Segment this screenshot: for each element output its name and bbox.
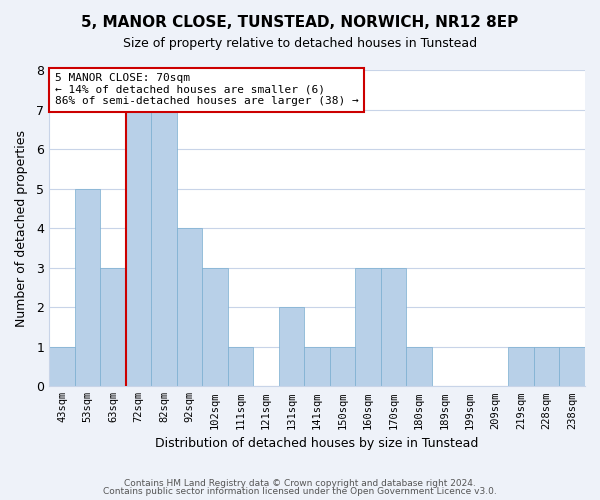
Bar [559, 347, 585, 387]
Text: Contains public sector information licensed under the Open Government Licence v3: Contains public sector information licen… [103, 487, 497, 496]
Bar [177, 228, 202, 386]
Bar [151, 110, 177, 386]
Text: Contains HM Land Registry data © Crown copyright and database right 2024.: Contains HM Land Registry data © Crown c… [124, 478, 476, 488]
Bar [126, 110, 151, 386]
Bar [304, 347, 330, 387]
Bar [381, 268, 406, 386]
Bar [355, 268, 381, 386]
Bar [100, 268, 126, 386]
Text: Size of property relative to detached houses in Tunstead: Size of property relative to detached ho… [123, 38, 477, 51]
Bar [228, 347, 253, 387]
Bar [406, 347, 432, 387]
Text: 5 MANOR CLOSE: 70sqm
← 14% of detached houses are smaller (6)
86% of semi-detach: 5 MANOR CLOSE: 70sqm ← 14% of detached h… [55, 73, 358, 106]
Bar [508, 347, 534, 387]
Bar [279, 307, 304, 386]
X-axis label: Distribution of detached houses by size in Tunstead: Distribution of detached houses by size … [155, 437, 479, 450]
Bar [534, 347, 559, 387]
Bar [49, 347, 75, 387]
Bar [75, 188, 100, 386]
Text: 5, MANOR CLOSE, TUNSTEAD, NORWICH, NR12 8EP: 5, MANOR CLOSE, TUNSTEAD, NORWICH, NR12 … [82, 15, 518, 30]
Y-axis label: Number of detached properties: Number of detached properties [15, 130, 28, 326]
Bar [330, 347, 355, 387]
Bar [202, 268, 228, 386]
